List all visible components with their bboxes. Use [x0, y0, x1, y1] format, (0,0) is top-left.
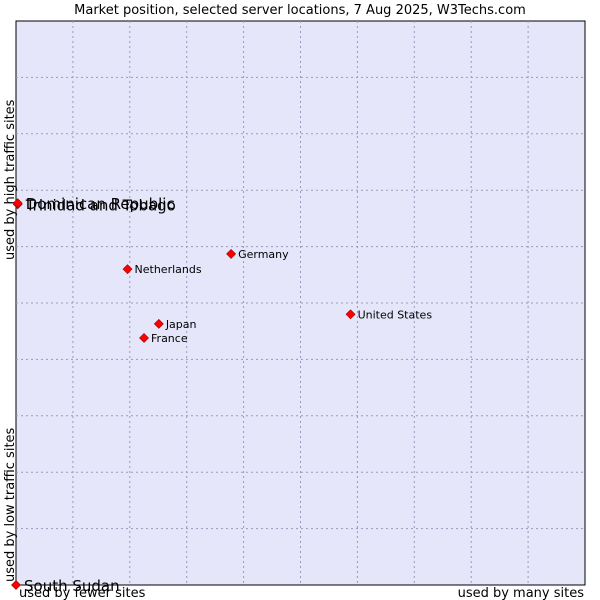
- point-label-trinidad-and-tobago: Trinidad and Tobago: [25, 196, 176, 214]
- x-axis-label-high: used by many sites: [458, 586, 585, 600]
- point-marker-germany: [226, 249, 237, 259]
- gridlines: [16, 21, 585, 585]
- point-label-netherlands: Netherlands: [135, 263, 202, 276]
- chart-title: Market position, selected server locatio…: [74, 3, 526, 18]
- point-label-germany: Germany: [238, 248, 289, 261]
- point-marker-dominican-republic: [12, 198, 23, 209]
- y-axis-label-high: used by high traffic sites: [3, 99, 18, 260]
- x-axis-label-low: used by fewer sites: [19, 586, 146, 600]
- point-marker-france: [139, 333, 149, 343]
- point-label-japan: Japan: [165, 318, 197, 331]
- point-label-dominican-republic: Dominican Republic: [26, 195, 175, 213]
- point-marker-united-states: [345, 309, 356, 320]
- point-marker-south-sudan: [11, 580, 21, 590]
- point-label-united-states: United States: [358, 308, 433, 321]
- point-label-france: France: [151, 332, 188, 345]
- point-marker-japan: [153, 318, 164, 329]
- point-marker-netherlands: [122, 264, 133, 275]
- y-axis-label-low: used by low traffic sites: [3, 427, 18, 582]
- point-label-south-sudan: South Sudan: [24, 577, 120, 595]
